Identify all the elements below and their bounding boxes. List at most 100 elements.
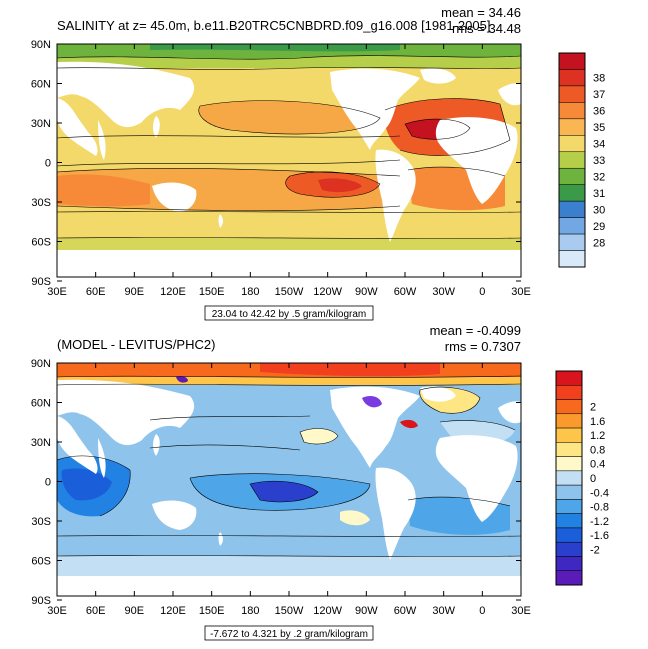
y-tick-label: 90S: [31, 595, 51, 607]
salinity-panel: SALINITY at z= 45.0m, b.e11.B20TRC5CNBDR…: [31, 5, 605, 321]
range-label: -7.672 to 4.321 by .2 gram/kilogram: [210, 629, 368, 640]
south-pacific-core-2: [318, 178, 362, 193]
x-tick-label: 60E: [86, 286, 106, 298]
baltic-patch: [400, 419, 418, 429]
x-tick-label: 150W: [275, 286, 304, 298]
pacific-fresh-core: [250, 481, 318, 502]
south-pacific-positive: [340, 510, 370, 526]
x-tick-label: 30E: [47, 286, 67, 298]
colorbar-swatch: [555, 385, 583, 400]
map-area: [57, 363, 521, 596]
colorbar-label: 1.6: [590, 416, 605, 428]
y-tick-label: 30N: [31, 118, 51, 130]
colorbar-swatch: [555, 541, 583, 557]
x-tick-label: 60E: [86, 605, 106, 617]
y-tick-label: 60S: [31, 556, 51, 568]
colorbar-swatch: [558, 135, 586, 153]
x-tick-label: 30E: [511, 286, 531, 298]
x-tick-label: 150W: [275, 605, 304, 617]
colorbar-swatch: [555, 470, 583, 486]
y-tick-label: 90N: [31, 358, 51, 370]
colorbar-swatch: [555, 499, 583, 514]
colorbar-swatch: [555, 570, 583, 586]
x-tick-label: 30E: [511, 605, 531, 617]
colorbar-swatch: [558, 52, 586, 70]
north-pacific-saline: [198, 100, 380, 134]
colorbar-swatch: [555, 513, 583, 529]
y-tick-label: 30S: [31, 516, 51, 528]
north-pacific-positive: [300, 428, 338, 444]
colorbar-label: 30: [593, 204, 605, 216]
colorbar-swatch: [555, 427, 583, 443]
indian-fresh-core: [61, 468, 112, 501]
southern-band: [57, 212, 521, 238]
y-tick-label: 90N: [31, 39, 51, 51]
map-area: [57, 44, 521, 277]
x-tick-label: 90W: [355, 605, 378, 617]
colorbar-label: 29: [593, 221, 605, 233]
colorbar-swatch: [558, 118, 586, 136]
colorbar-swatch: [558, 184, 586, 202]
y-tick-label: 0: [45, 477, 51, 489]
panel-title: (MODEL - LEVITUS/PHC2): [57, 337, 215, 352]
x-tick-label: 150E: [199, 286, 225, 298]
colorbar-swatch: [558, 85, 586, 103]
colorbar-label: 0.4: [590, 459, 605, 471]
tropical-band: [57, 135, 400, 166]
range-box: [204, 305, 374, 321]
x-tick-label: 30E: [47, 605, 67, 617]
colorbar-label: 31: [593, 188, 605, 200]
colorbar-swatch: [555, 370, 583, 386]
subarctic-band: [57, 377, 521, 385]
x-tick-label: 120E: [160, 286, 186, 298]
colorbar-label: 35: [593, 122, 605, 134]
mean-label: mean = 34.46: [441, 5, 521, 20]
panel-title: SALINITY at z= 45.0m, b.e11.B20TRC5CNBDR…: [57, 18, 490, 33]
rms-label: rms = 0.7307: [445, 339, 521, 354]
colorbar: 2 1.6 1.2 0.8 0.4 0 -0.4 -0.8 -1.2 -1.6 -2: [555, 370, 609, 586]
range-label: 23.04 to 42.42 by .5 gram/kilogram: [212, 309, 367, 320]
axes: 30E 60E 90E 120E 150E 180 150W 120W 90W 60W 30W 0 30…: [31, 358, 531, 617]
colorbar-swatch: [555, 442, 583, 457]
x-tick-label: 30W: [432, 286, 455, 298]
colorbar-swatch: [555, 413, 583, 429]
colorbar-label: 34: [593, 139, 605, 151]
x-tick-label: 120W: [313, 286, 342, 298]
caspian-patch: [176, 376, 188, 383]
colorbar-swatch: [558, 151, 586, 169]
southern-band: [57, 536, 521, 556]
y-tick-label: 30S: [31, 197, 51, 209]
hudson-patch: [362, 396, 382, 408]
colorbar-label: -1.6: [590, 530, 609, 542]
contours: [57, 375, 521, 557]
colorbar-label: 0.8: [590, 444, 605, 456]
range-box: [204, 625, 374, 641]
y-tick-label: 0: [45, 158, 51, 170]
colorbar-label: -1.2: [590, 516, 609, 528]
colorbar-swatch: [555, 527, 583, 543]
x-tick-label: 120W: [313, 605, 342, 617]
x-tick-label: 120E: [160, 605, 186, 617]
colorbar-label: -0.4: [590, 487, 609, 499]
x-tick-label: 0: [479, 605, 485, 617]
antarctic-band: [57, 556, 521, 576]
colorbar-label: 0: [590, 473, 596, 485]
colorbar-swatch: [558, 167, 586, 185]
x-tick-label: 90E: [125, 605, 145, 617]
colorbar-swatch: [558, 69, 586, 87]
colorbar-label: -0.8: [590, 502, 609, 514]
antarctic-band: [57, 238, 521, 250]
x-tick-label: 150E: [199, 605, 225, 617]
colorbar-label: 36: [593, 106, 605, 118]
y-tick-label: 60N: [31, 79, 51, 91]
y-tick-label: 60N: [31, 398, 51, 410]
colorbar-swatch: [558, 250, 586, 268]
colorbar-label: 2: [590, 402, 596, 414]
x-tick-label: 180: [241, 605, 259, 617]
colorbar-label: 33: [593, 155, 605, 167]
colorbar-swatch: [558, 102, 586, 120]
mean-label: mean = -0.4099: [430, 323, 521, 338]
colorbar-swatch: [555, 484, 583, 500]
colorbar-swatch: [555, 399, 583, 415]
y-tick-label: 60S: [31, 237, 51, 249]
